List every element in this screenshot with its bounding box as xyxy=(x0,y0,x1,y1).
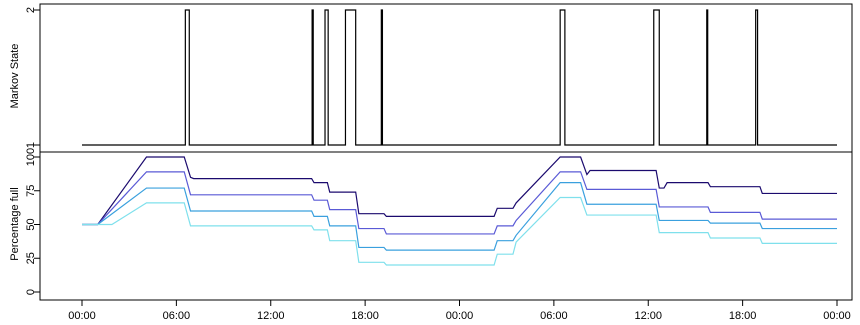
lower-panel: Percentage full 0 25 50 75 100 00:00 06:00 12:… xyxy=(9,148,853,322)
percentage-full-line-4 xyxy=(82,196,837,266)
percentage-full-line-1 xyxy=(82,156,837,226)
markov-state-line xyxy=(82,9,837,146)
markov-state-series xyxy=(82,9,837,146)
lower-y-tick-label: 50 xyxy=(25,218,37,230)
x-tick-label: 00:00 xyxy=(68,310,96,322)
upper-panel-frame xyxy=(39,3,853,153)
percentage-full-line-3 xyxy=(82,182,837,251)
x-tick-label: 06:00 xyxy=(163,310,191,322)
lower-y-tick-label: 100 xyxy=(25,148,37,166)
x-tick-label: 18:00 xyxy=(351,310,379,322)
lower-y-axis-label: Percentage full xyxy=(9,187,21,260)
upper-panel: Markov State 12 xyxy=(9,3,853,153)
x-tick-label: 12:00 xyxy=(257,310,285,322)
lower-y-tick-label: 75 xyxy=(25,185,37,197)
lower-y-tick-label: 0 xyxy=(25,289,37,295)
x-tick-label: 12:00 xyxy=(634,310,662,322)
lower-y-axis-ticks: 0 25 50 75 100 xyxy=(25,148,40,295)
upper-y-axis-ticks: 12 xyxy=(25,7,40,148)
x-tick-label: 18:00 xyxy=(729,310,757,322)
lower-panel-frame xyxy=(39,151,853,301)
x-tick-label: 00:00 xyxy=(446,310,474,322)
percentage-full-line-2 xyxy=(82,171,837,235)
upper-y-axis-label: Markov State xyxy=(9,44,21,109)
lower-y-tick-label: 25 xyxy=(25,252,37,264)
upper-y-tick-label: 2 xyxy=(25,7,37,13)
x-tick-label: 00:00 xyxy=(823,310,851,322)
x-axis-ticks: 00:00 06:00 12:00 18:00 00:00 06:00 12:00 18:00… xyxy=(68,299,851,322)
upper-y-tick-label: 1 xyxy=(25,142,37,148)
percentage-full-series xyxy=(82,156,837,266)
x-tick-label: 06:00 xyxy=(540,310,568,322)
